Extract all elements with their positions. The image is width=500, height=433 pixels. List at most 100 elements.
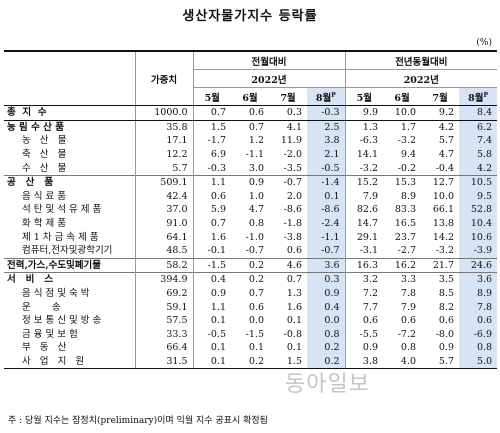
month-header: 5월 xyxy=(344,87,384,106)
yoy-value-cell: -5.5 xyxy=(344,327,384,342)
mom-value-cell: -2.0 xyxy=(283,149,302,161)
weight-cell: 5.7 xyxy=(134,161,193,176)
row-label: 정 보 통 신 및 방 송 xyxy=(22,315,102,327)
weight-cell: 42.4 xyxy=(134,189,193,204)
weight-cell: 64.1 xyxy=(134,230,193,244)
row-label: 부 동 산 xyxy=(22,342,67,354)
header-weight-top xyxy=(134,50,193,70)
mom-value-cell: 0.1 xyxy=(248,342,264,354)
mom-value-cell: 0.1 xyxy=(307,189,346,204)
yoy-value-cell: 15.3 xyxy=(383,174,422,190)
mom-value-cell: 0.9 xyxy=(231,174,269,190)
mom-value-cell: 1.6 xyxy=(286,301,302,313)
month-header-current: 8월P xyxy=(459,87,498,106)
month-header: 5월 xyxy=(192,87,231,106)
mom-value-cell: 0.1 xyxy=(192,341,231,355)
table-row: 축 산 물 12.2 6.9 -1.1 -2.0 2.1 14.1 9.4 4.7 5.8 xyxy=(4,147,498,162)
mom-value-cell: 1.2 xyxy=(248,135,264,147)
watermark: 동아일보 xyxy=(285,372,370,397)
weight-cell: 37.0 xyxy=(134,203,193,217)
row-label: 운 송 xyxy=(22,301,61,313)
prelim-mark: P xyxy=(483,91,488,99)
yoy-value-cell: 0.6 xyxy=(344,313,384,328)
yoy-value-cell: 3.3 xyxy=(383,272,422,287)
footnote: 주 : 당월 지수는 잠정치(preliminary)이며 익월 지수 공표시 … xyxy=(8,416,268,426)
table-row: 부 동 산 66.4 0.1 0.1 0.1 0.2 0.9 0.8 0.9 0.8 xyxy=(4,341,498,355)
yoy-value-cell: -2.7 xyxy=(397,245,417,257)
mom-value-cell: 0.6 xyxy=(192,189,231,204)
yoy-value-cell: 29.1 xyxy=(344,230,384,244)
yoy-value-cell: -7.2 xyxy=(397,328,417,340)
header-corner-2 xyxy=(4,70,135,88)
yoy-value-cell: -3.2 xyxy=(435,245,455,257)
mom-value-cell: 0.1 xyxy=(286,315,302,327)
mom-value-cell: 0.2 xyxy=(231,354,269,370)
month-header: 6월 xyxy=(231,87,269,106)
weight-cell: 12.2 xyxy=(134,147,193,162)
yoy-value-cell: 3.8 xyxy=(344,354,384,370)
row-label: 사 업 지 원 xyxy=(4,354,135,370)
mom-value-cell: -0.5 xyxy=(192,327,231,342)
yoy-value-cell: 5.8 xyxy=(459,147,498,162)
mom-value-cell: 0.4 xyxy=(192,272,231,287)
header-year-mom: 2022년 xyxy=(192,69,346,88)
mom-value-cell: 0.8 xyxy=(307,327,346,342)
mom-value-cell: 2.1 xyxy=(307,147,346,162)
table-row: 제 1 차 금 속 제 품 64.1 1.6 -1.0 -3.8 -1.1 29.1 23.7… xyxy=(4,230,498,244)
yoy-value-cell: 13.8 xyxy=(432,218,455,230)
yoy-value-cell: 0.9 xyxy=(344,341,384,355)
mom-value-cell: -1.0 xyxy=(245,231,264,243)
yoy-value-cell: 0.9 xyxy=(438,342,455,354)
month-header: 7월 xyxy=(421,87,460,106)
yoy-value-cell: 7.8 xyxy=(459,300,498,314)
yoy-value-cell: 3.2 xyxy=(344,272,384,287)
yoy-value-cell: 0.8 xyxy=(400,342,417,354)
yoy-value-cell: 5.7 xyxy=(438,135,455,147)
weight-cell: 58.2 xyxy=(134,257,193,273)
yoy-value-cell: 8.9 xyxy=(400,190,417,202)
mom-value-cell: 1.5 xyxy=(269,354,307,370)
yoy-value-cell: 8.4 xyxy=(459,105,498,121)
mom-value-cell: -0.5 xyxy=(307,161,346,176)
mom-value-cell: 3.6 xyxy=(307,257,346,273)
mom-value-cell: -3.5 xyxy=(283,162,302,174)
row-label: 농 림 수 산 품 xyxy=(4,119,135,135)
weight-cell: 33.3 xyxy=(134,327,193,342)
mom-value-cell: 0.9 xyxy=(307,286,346,301)
yoy-value-cell: 10.6 xyxy=(459,230,498,244)
mom-value-cell: 0.1 xyxy=(286,342,302,354)
mom-value-cell: 0.7 xyxy=(192,216,231,231)
table-row: 농 림 수 산 품 35.8 1.5 0.7 4.1 2.5 1.3 1.7 4.2 6.2 xyxy=(4,119,498,135)
yoy-value-cell: 16.5 xyxy=(394,218,417,230)
row-label: 제 1 차 금 속 제 품 xyxy=(22,231,99,243)
mom-value-cell: -1.5 xyxy=(245,328,264,340)
mom-value-cell: 6.9 xyxy=(192,147,231,162)
row-label: 음 식 점 및 숙 박 xyxy=(22,288,90,300)
table-row: 컴퓨터,전자및광학기기 48.5 -0.1 -0.7 0.6 -0.7 -3.1 -2.7 -3… xyxy=(4,243,498,259)
yoy-value-cell: 14.2 xyxy=(432,231,455,243)
month-header-current: 8월P xyxy=(307,87,346,106)
yoy-value-cell: 7.9 xyxy=(400,301,417,313)
mom-value-cell: 0.7 xyxy=(269,272,307,287)
table-row: 화 학 제 품 91.0 0.7 0.8 -1.8 -2.4 14.7 16.5 13.8 10.… xyxy=(4,216,498,231)
table-row: 서 비 스 394.9 0.4 0.2 0.7 0.3 3.2 3.3 3.5 3.6 xyxy=(4,272,498,287)
mom-value-cell: 1.0 xyxy=(248,190,264,202)
yoy-value-cell: 10.0 xyxy=(432,190,455,202)
mom-value-cell: 0.4 xyxy=(307,300,346,314)
mom-value-cell: 1.6 xyxy=(192,230,231,244)
header-year-yoy: 2022년 xyxy=(344,69,498,88)
yoy-value-cell: -3.2 xyxy=(344,161,384,176)
mom-value-cell: 3.0 xyxy=(248,162,264,174)
mom-value-cell: 0.7 xyxy=(231,119,269,135)
row-label: 농 산 물 xyxy=(22,135,67,147)
weight-cell: 57.5 xyxy=(134,313,193,328)
yoy-value-cell: 4.7 xyxy=(438,149,455,161)
yoy-value-cell: -3.1 xyxy=(344,243,384,259)
table-row: 전력,가스,수도및폐기물 58.2 -1.5 0.2 4.6 3.6 16.3 16.2 21.… xyxy=(4,257,498,273)
mom-value-cell: 0.2 xyxy=(231,272,269,287)
yoy-value-cell: 1.3 xyxy=(344,119,384,135)
yoy-value-cell: 7.9 xyxy=(344,189,384,204)
mom-value-cell: -0.7 xyxy=(307,243,346,259)
row-label: 전력,가스,수도및폐기물 xyxy=(4,257,135,273)
mom-value-cell: 0.8 xyxy=(248,218,264,230)
